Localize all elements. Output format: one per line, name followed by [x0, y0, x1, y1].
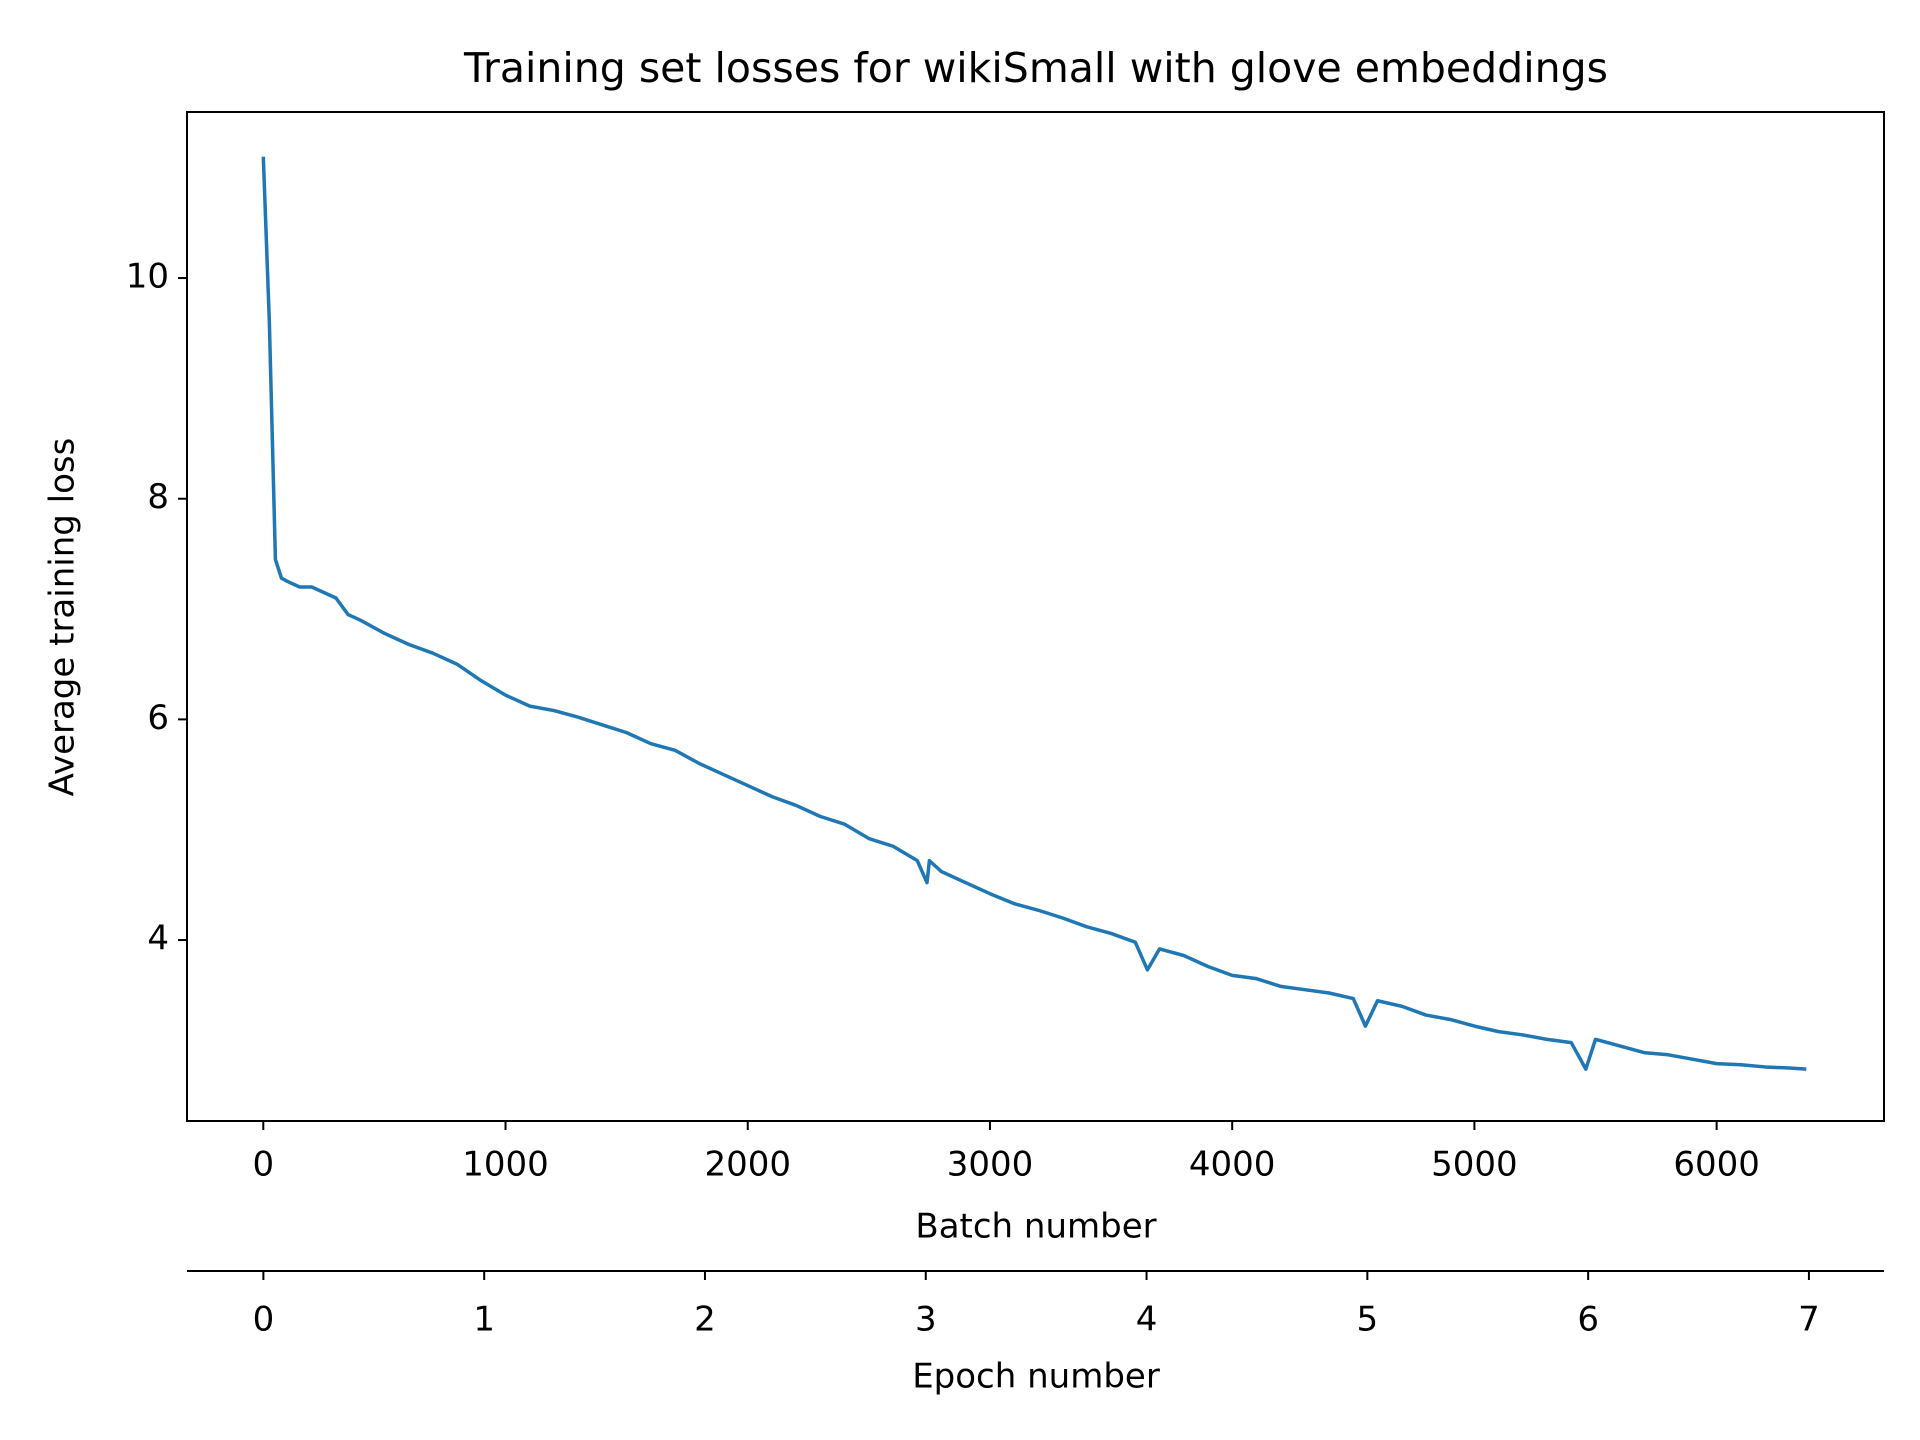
x-tick-label: 3000: [947, 1145, 1034, 1185]
x2-tick-label: 4: [1136, 1300, 1158, 1340]
x2-tick-label: 0: [253, 1300, 275, 1340]
y-tick-label: 4: [147, 919, 169, 959]
plot-frame: [186, 111, 1885, 1122]
y-tick-label: 8: [147, 477, 169, 517]
x2-tick-label: 1: [473, 1300, 495, 1340]
x2-axis-label: Epoch number: [912, 1357, 1160, 1397]
x-tick-label: 2000: [704, 1145, 791, 1185]
x-tick-label: 0: [252, 1145, 274, 1185]
y-tick-label: 6: [147, 698, 169, 738]
x-tick-label: 6000: [1673, 1145, 1760, 1185]
x2-tick-label: 3: [915, 1300, 937, 1340]
x-axis-label: Batch number: [915, 1207, 1156, 1247]
x-tick-label: 5000: [1431, 1145, 1518, 1185]
x-tick-label: 1000: [462, 1145, 549, 1185]
x2-tick-label: 7: [1798, 1300, 1820, 1340]
y-tick-label: 10: [126, 257, 169, 297]
x2-tick-label: 6: [1577, 1300, 1599, 1340]
x-tick-label: 4000: [1189, 1145, 1276, 1185]
x2-tick-label: 5: [1357, 1300, 1379, 1340]
y-axis-label: Average training loss: [43, 438, 83, 797]
line-series: [261, 156, 1807, 1071]
x2-tick-label: 2: [694, 1300, 716, 1340]
chart-title: Training set losses for wikiSmall with g…: [463, 44, 1608, 92]
